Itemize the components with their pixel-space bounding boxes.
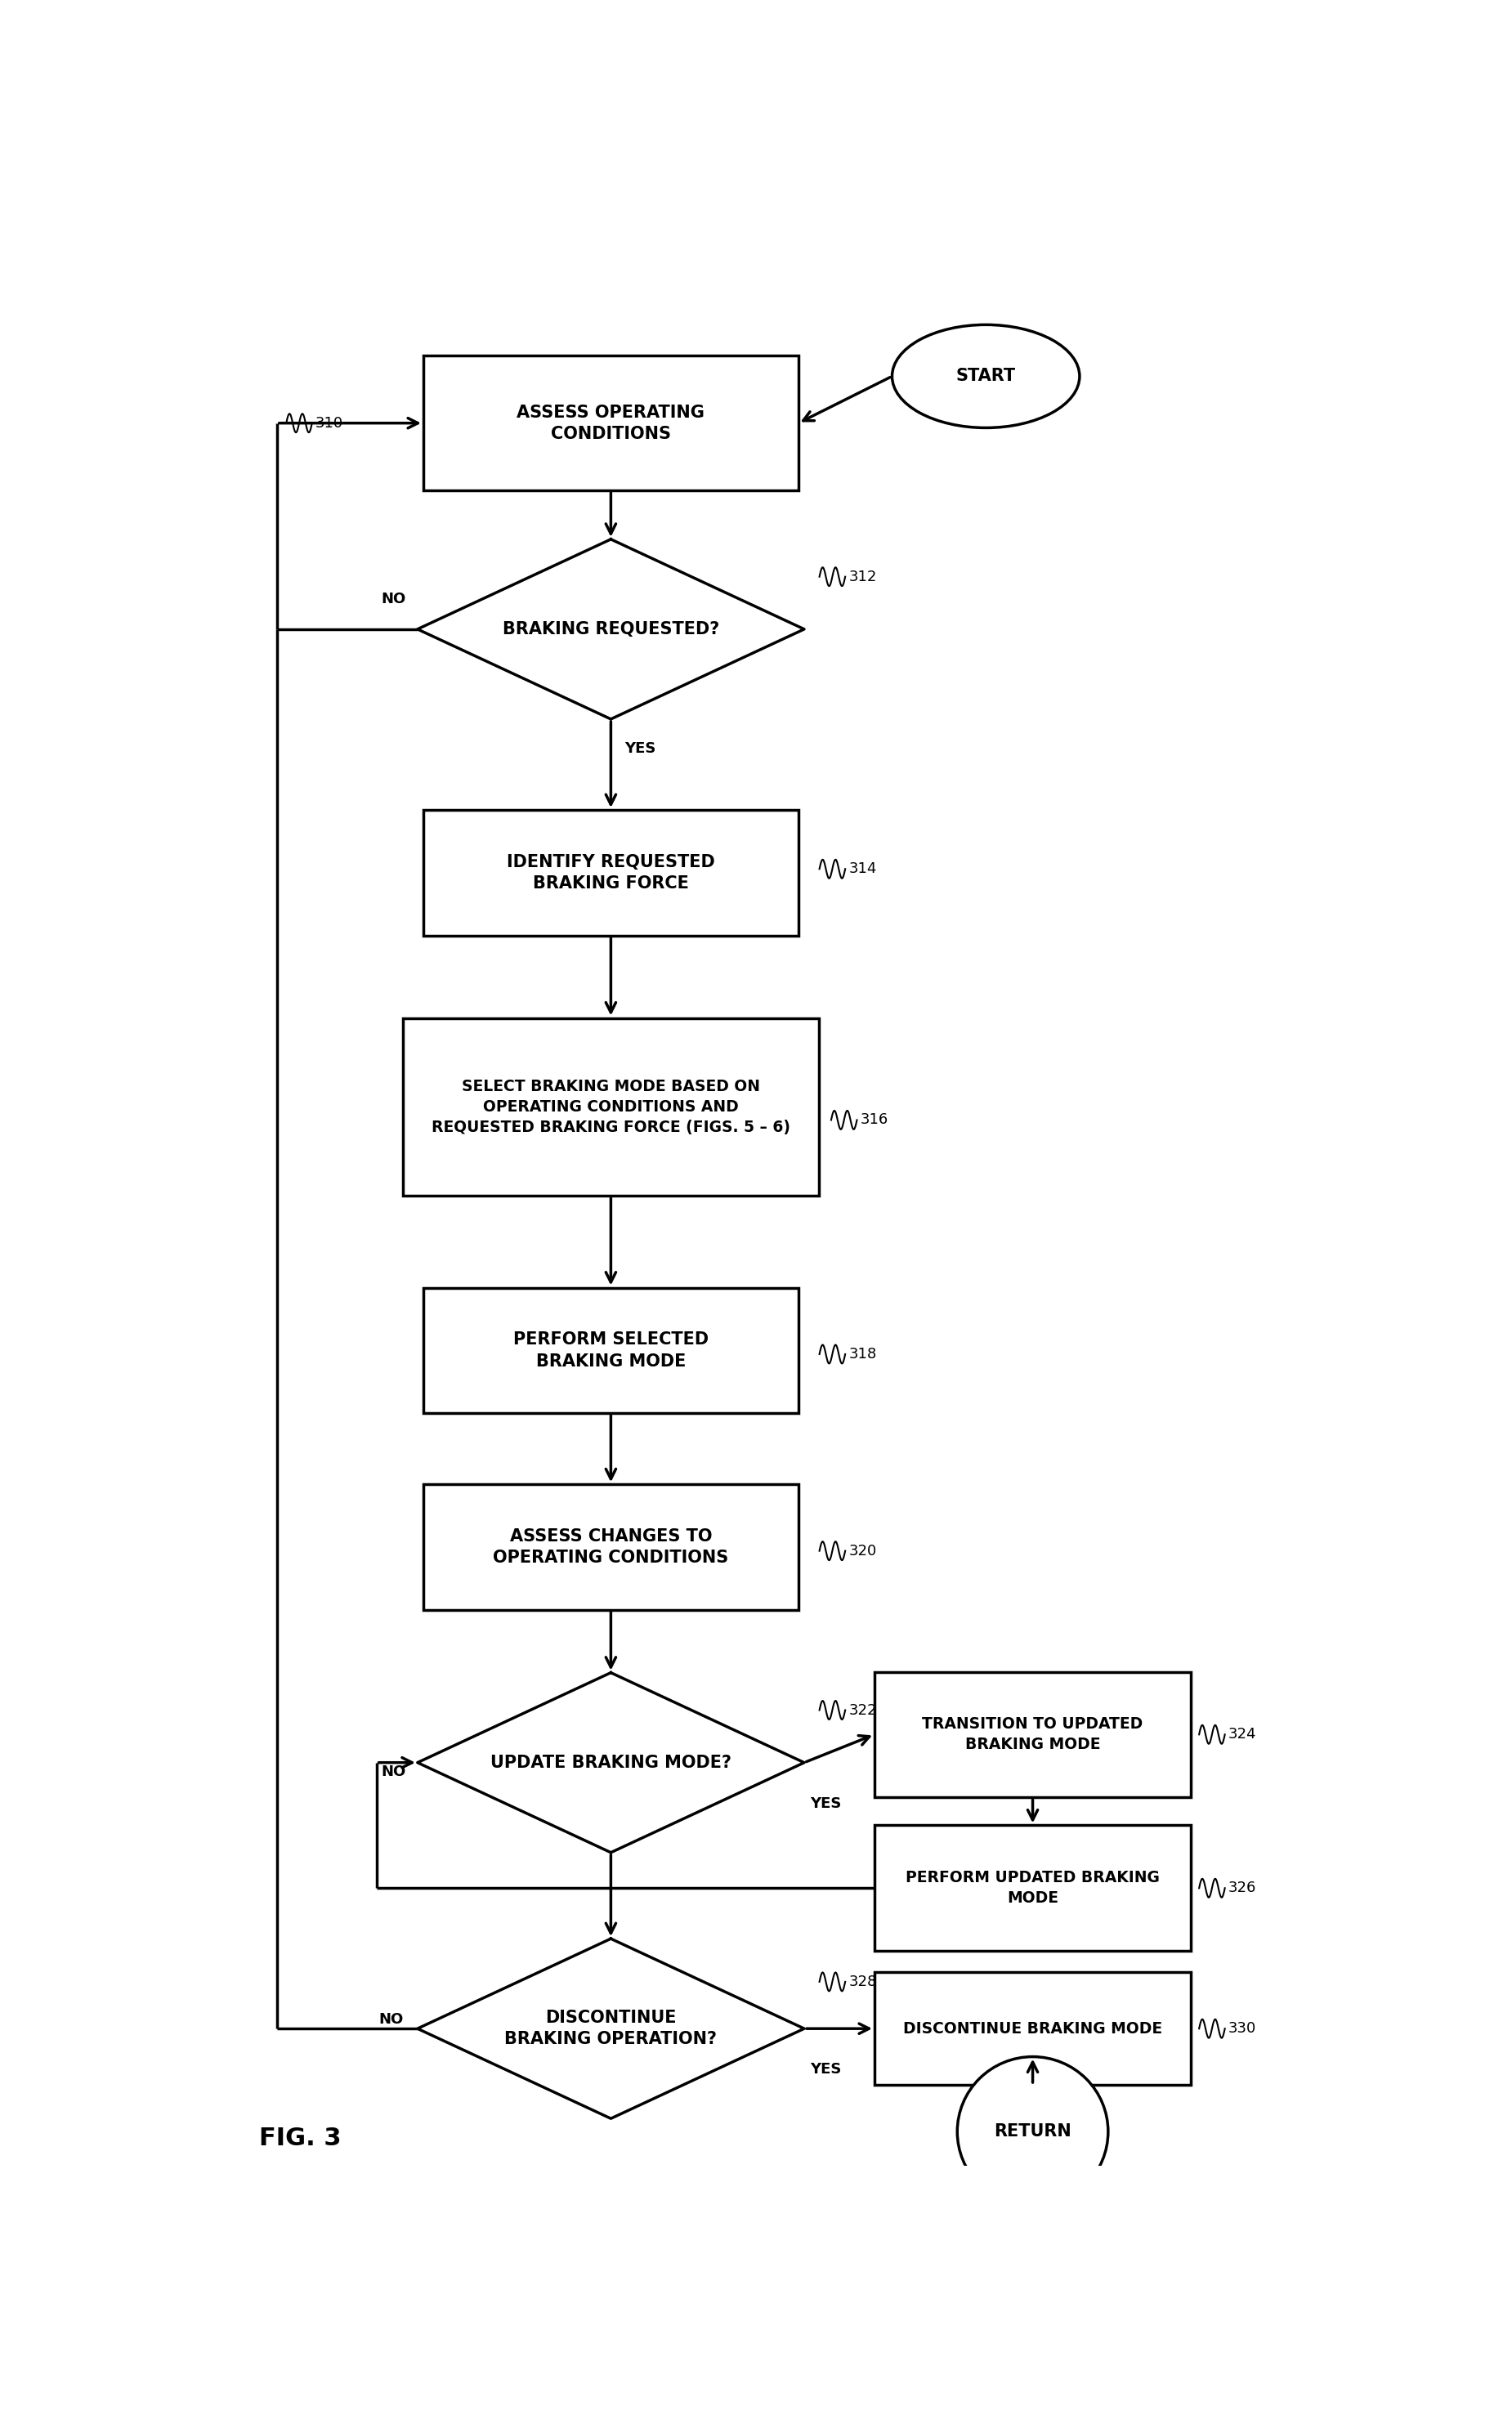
Text: UPDATE BRAKING MODE?: UPDATE BRAKING MODE? xyxy=(490,1754,732,1771)
Text: DISCONTINUE BRAKING MODE: DISCONTINUE BRAKING MODE xyxy=(903,2022,1163,2036)
Text: 324: 324 xyxy=(1228,1727,1256,1742)
Ellipse shape xyxy=(957,2056,1108,2207)
Text: TRANSITION TO UPDATED
BRAKING MODE: TRANSITION TO UPDATED BRAKING MODE xyxy=(922,1718,1143,1752)
FancyBboxPatch shape xyxy=(423,810,798,934)
Text: FIG. 3: FIG. 3 xyxy=(260,2126,342,2151)
Ellipse shape xyxy=(892,324,1080,428)
Text: 318: 318 xyxy=(848,1348,877,1362)
Text: NO: NO xyxy=(381,591,405,606)
Text: START: START xyxy=(956,367,1016,384)
FancyBboxPatch shape xyxy=(874,1973,1191,2085)
Text: 314: 314 xyxy=(848,861,877,876)
Text: 322: 322 xyxy=(848,1703,877,1718)
FancyBboxPatch shape xyxy=(402,1017,820,1197)
Text: 316: 316 xyxy=(860,1112,889,1126)
Text: RETURN: RETURN xyxy=(993,2124,1072,2139)
FancyBboxPatch shape xyxy=(874,1671,1191,1798)
Text: PERFORM SELECTED
BRAKING MODE: PERFORM SELECTED BRAKING MODE xyxy=(513,1331,709,1370)
Polygon shape xyxy=(417,1671,804,1852)
Text: 328: 328 xyxy=(848,1976,877,1990)
Text: YES: YES xyxy=(624,742,656,757)
Text: NO: NO xyxy=(381,1764,405,1779)
FancyBboxPatch shape xyxy=(874,1825,1191,1951)
Text: 310: 310 xyxy=(316,416,343,431)
Text: 312: 312 xyxy=(848,569,877,584)
Polygon shape xyxy=(417,540,804,720)
Text: ASSESS OPERATING
CONDITIONS: ASSESS OPERATING CONDITIONS xyxy=(517,404,705,443)
FancyBboxPatch shape xyxy=(423,1484,798,1611)
Text: YES: YES xyxy=(810,2063,841,2078)
Polygon shape xyxy=(417,1939,804,2119)
FancyBboxPatch shape xyxy=(423,355,798,491)
Text: 330: 330 xyxy=(1228,2022,1256,2036)
FancyBboxPatch shape xyxy=(423,1287,798,1414)
Text: SELECT BRAKING MODE BASED ON
OPERATING CONDITIONS AND
REQUESTED BRAKING FORCE (F: SELECT BRAKING MODE BASED ON OPERATING C… xyxy=(431,1078,791,1136)
Text: YES: YES xyxy=(810,1796,841,1810)
Text: BRAKING REQUESTED?: BRAKING REQUESTED? xyxy=(502,620,720,637)
Text: 320: 320 xyxy=(848,1543,877,1557)
Text: IDENTIFY REQUESTED
BRAKING FORCE: IDENTIFY REQUESTED BRAKING FORCE xyxy=(507,854,715,890)
Text: NO: NO xyxy=(378,2012,404,2027)
Text: PERFORM UPDATED BRAKING
MODE: PERFORM UPDATED BRAKING MODE xyxy=(906,1871,1160,1905)
Text: 326: 326 xyxy=(1228,1881,1256,1895)
Text: ASSESS CHANGES TO
OPERATING CONDITIONS: ASSESS CHANGES TO OPERATING CONDITIONS xyxy=(493,1528,729,1567)
Text: DISCONTINUE
BRAKING OPERATION?: DISCONTINUE BRAKING OPERATION? xyxy=(505,2010,717,2049)
